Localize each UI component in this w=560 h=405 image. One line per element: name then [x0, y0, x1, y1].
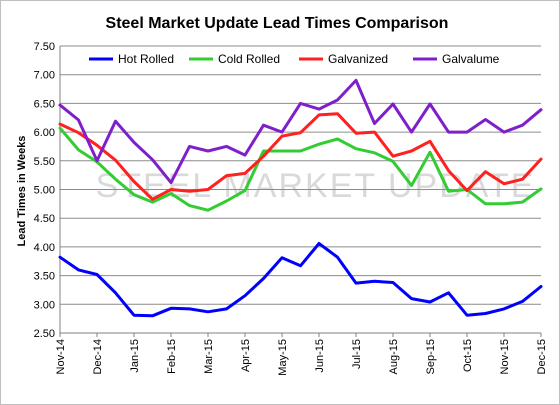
x-tick-label: Dec-14 — [92, 339, 104, 374]
x-tick-label: Apr-15 — [240, 339, 252, 372]
legend: Hot Rolled Cold Rolled Galvanized Galvalume — [89, 52, 500, 66]
x-tick-label: Nov-14 — [55, 339, 67, 374]
x-tick-label: Mar-15 — [203, 339, 215, 374]
x-tick-label: Jan-15 — [129, 339, 141, 373]
chart-title: Steel Market Update Lead Times Compariso… — [106, 15, 449, 32]
legend-label-galvalume: Galvalume — [442, 52, 500, 66]
legend-label-galvanized: Galvanized — [328, 52, 388, 66]
y-tick-label: 5.00 — [34, 185, 55, 197]
y-tick-label: 6.00 — [34, 127, 55, 139]
y-tick-label: 3.00 — [34, 299, 55, 311]
plot-area: STEEL MARKET UPDATE 2.50 3.00 3.50 4.00 4.50 5… — [34, 41, 548, 376]
y-tick-label: 4.00 — [34, 242, 55, 254]
x-tick-label: Jul-15 — [351, 339, 363, 369]
y-tick-label: 7.50 — [34, 41, 55, 53]
series-line-hot-rolled — [58, 242, 543, 318]
x-tick-label: Oct-15 — [462, 339, 474, 372]
y-tick-label: 5.50 — [34, 156, 55, 168]
y-tick-label: 4.50 — [34, 213, 55, 225]
x-tick-label: Nov-15 — [499, 339, 511, 374]
legend-label-cold-rolled: Cold Rolled — [218, 52, 280, 66]
series-line-galvanized — [58, 112, 543, 201]
x-tick-label: Feb-15 — [166, 339, 178, 374]
y-axis-label: Lead Times in Weeks — [16, 136, 28, 247]
y-tick-label: 3.50 — [34, 271, 55, 283]
watermark: STEEL MARKET UPDATE — [96, 167, 536, 205]
x-tick-label: Jun-15 — [314, 339, 326, 373]
series-line-galvalume — [58, 78, 543, 185]
x-tick-label: May-15 — [277, 339, 289, 376]
y-tick-label: 6.50 — [34, 98, 55, 110]
x-tick-label: Dec-15 — [536, 339, 548, 374]
x-tick-label: Aug-15 — [388, 339, 400, 374]
y-tick-label: 2.50 — [34, 328, 55, 340]
series-line-cold-rolled — [58, 126, 543, 212]
x-tick-label: Sep-15 — [425, 339, 437, 374]
y-tick-label: 7.00 — [34, 70, 55, 82]
legend-label-hot-rolled: Hot Rolled — [118, 52, 174, 66]
